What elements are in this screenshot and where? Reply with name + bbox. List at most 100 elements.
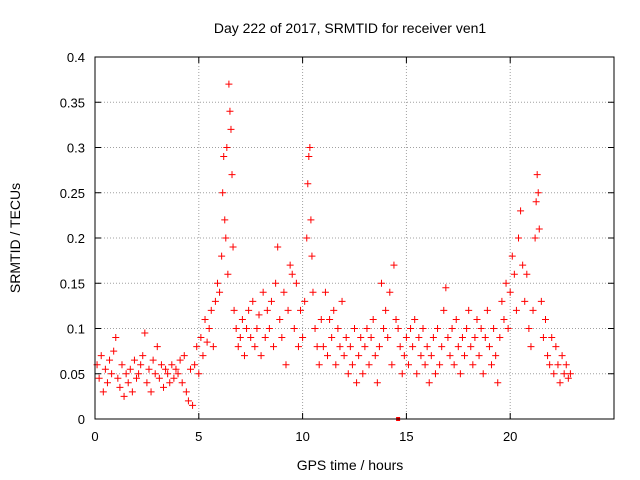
- data-point: [303, 234, 311, 242]
- data-point: [400, 352, 408, 360]
- data-point: [101, 365, 109, 373]
- data-point: [456, 370, 464, 378]
- data-point: [355, 352, 363, 360]
- data-point: [221, 216, 229, 224]
- data-point: [229, 243, 237, 251]
- data-point: [458, 334, 466, 342]
- data-point: [170, 374, 178, 382]
- data-point: [494, 379, 502, 387]
- data-point: [471, 334, 479, 342]
- data-point: [523, 270, 531, 278]
- data-point: [409, 343, 417, 351]
- data-point: [544, 352, 552, 360]
- data-point: [186, 365, 194, 373]
- data-point: [465, 306, 473, 314]
- data-point: [384, 334, 392, 342]
- data-point: [365, 361, 373, 369]
- data-point: [338, 297, 346, 305]
- data-point: [95, 374, 103, 382]
- data-point: [404, 361, 412, 369]
- data-point: [292, 279, 300, 287]
- data-point: [546, 361, 554, 369]
- data-point: [218, 252, 226, 260]
- data-point: [534, 189, 542, 197]
- data-point: [367, 334, 375, 342]
- data-point: [243, 325, 251, 332]
- data-point: [375, 343, 383, 351]
- data-point: [450, 361, 458, 369]
- data-point: [407, 325, 415, 332]
- data-point: [211, 297, 219, 305]
- y-axis-ticks: 0 0.05 0.1 0.15 0.2 0.25 0.3 0.35 0.4: [60, 50, 614, 427]
- data-point: [386, 288, 394, 296]
- data-point: [267, 297, 275, 305]
- data-point: [180, 352, 188, 360]
- data-point: [308, 252, 316, 260]
- data-point: [118, 361, 126, 369]
- data-point: [147, 388, 155, 396]
- data-point: [517, 207, 525, 215]
- data-point: [467, 343, 475, 351]
- y-tick-label: 0.05: [60, 367, 85, 382]
- data-point: [359, 370, 367, 378]
- data-point: [463, 325, 471, 332]
- data-point: [334, 325, 342, 332]
- data-point: [141, 329, 149, 337]
- data-point: [373, 379, 381, 387]
- data-point: [529, 306, 537, 314]
- y-tick-label: 0.3: [67, 141, 85, 156]
- data-point: [319, 343, 327, 351]
- data-point: [454, 343, 462, 351]
- data-point: [247, 334, 255, 342]
- data-point: [184, 397, 192, 405]
- data-point: [203, 338, 211, 346]
- data-point: [475, 352, 483, 360]
- data-point: [556, 379, 564, 387]
- data-point: [219, 189, 227, 197]
- data-point: [392, 315, 400, 323]
- data-point: [139, 352, 147, 360]
- data-point: [488, 361, 496, 369]
- data-point: [114, 374, 122, 382]
- data-point: [492, 352, 500, 360]
- data-point: [249, 297, 257, 305]
- data-point: [276, 315, 284, 323]
- x-tick-label: 20: [503, 429, 517, 444]
- data-point: [324, 352, 332, 360]
- data-point: [512, 306, 520, 314]
- data-point: [307, 216, 315, 224]
- data-point: [166, 379, 174, 387]
- data-point: [419, 325, 427, 332]
- data-point: [311, 325, 319, 332]
- data-point: [411, 315, 419, 323]
- data-point: [415, 334, 423, 342]
- data-point: [213, 279, 221, 287]
- data-point: [225, 80, 233, 88]
- data-point: [421, 361, 429, 369]
- data-point: [304, 180, 312, 188]
- x-axis-ticks: 0 5 10 15 20: [91, 57, 517, 444]
- data-point: [506, 288, 514, 296]
- data-point: [201, 315, 209, 323]
- data-point: [226, 107, 234, 115]
- data-point: [446, 352, 454, 360]
- data-point: [193, 343, 201, 351]
- data-point: [227, 125, 235, 133]
- data-point: [398, 370, 406, 378]
- data-point: [257, 352, 265, 360]
- data-point: [496, 334, 504, 342]
- data-point: [143, 379, 151, 387]
- data-point: [417, 352, 425, 360]
- y-tick-label: 0.35: [60, 95, 85, 110]
- data-point: [197, 334, 205, 342]
- data-point: [195, 370, 203, 378]
- data-point: [508, 252, 516, 260]
- data-point: [483, 306, 491, 314]
- data-point: [413, 370, 421, 378]
- y-tick-label: 0.15: [60, 276, 85, 291]
- data-point: [282, 361, 290, 369]
- data-point: [344, 370, 352, 378]
- data-point: [423, 343, 431, 351]
- data-point: [110, 347, 118, 355]
- data-point: [259, 288, 267, 296]
